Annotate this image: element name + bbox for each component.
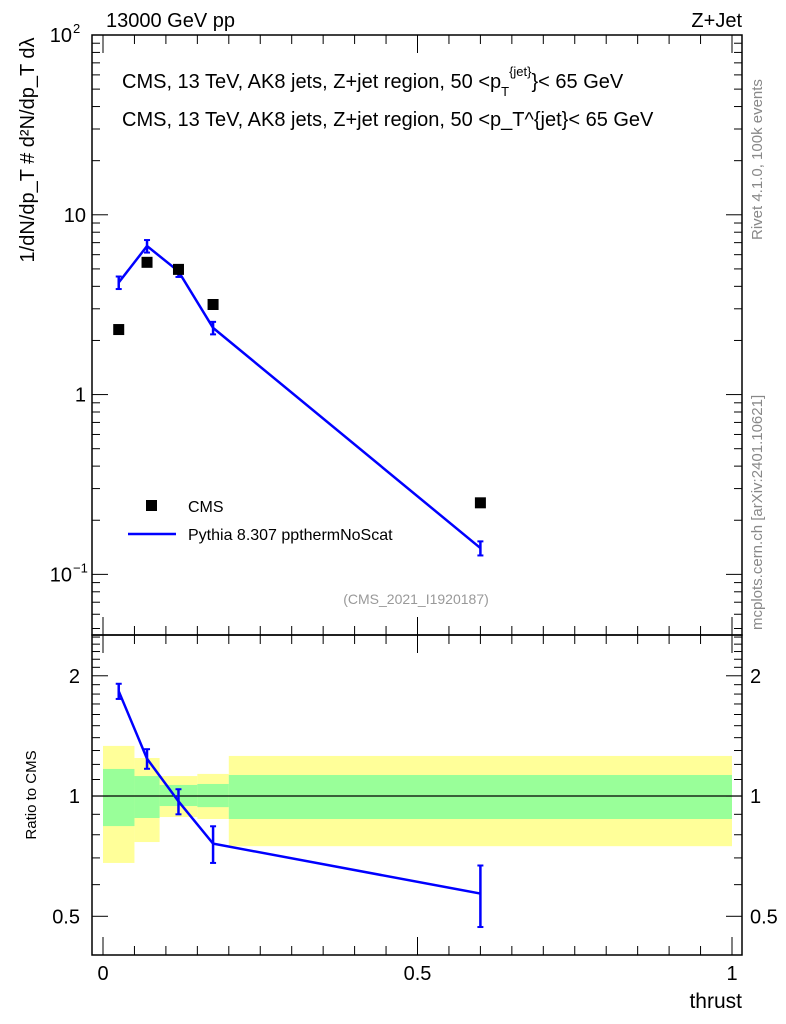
y-tick-label: 10 (50, 564, 72, 586)
band-inner (103, 768, 135, 827)
x-tick-label: 1 (726, 963, 737, 985)
pythia-line (117, 244, 482, 550)
title-tail: }< 65 GeV (532, 71, 624, 93)
ratio-y-tick-label-right: 2 (750, 666, 761, 688)
cms-data-point (474, 497, 486, 509)
y-axis-label-top: 1/dN/dp_T # d²N/dp_T dλ (17, 38, 39, 263)
legend-label-pythia: Pythia 8.307 ppthermNoScat (188, 527, 393, 544)
title-sup: {jet} (509, 64, 532, 79)
title-sub: T (501, 84, 509, 99)
mcplots-label: mcplots.cern.ch [arXiv:2401.10621] (749, 395, 766, 630)
x-tick-label: 0 (97, 963, 108, 985)
ratio-y-tick-label: 2 (69, 666, 80, 688)
legend-marker-cms (146, 500, 157, 511)
cms-data-point (172, 263, 184, 275)
ratio-panel: 0.5 0.5 1 1 2 2 0 0.5 1 (52, 634, 778, 985)
cms-data-point (207, 298, 219, 310)
rivet-label: Rivet 4.1.0, 100k events (749, 79, 766, 240)
analysis-watermark: (CMS_2021_I1920187) (343, 591, 489, 607)
y-tick-label: 1 (75, 385, 86, 407)
band-inner (228, 774, 733, 820)
ratio-y-tick-label-right: 0.5 (750, 906, 778, 928)
cms-data-point (113, 324, 125, 336)
y-tick-label: 10 (50, 25, 72, 47)
chart-title: CMS, 13 TeV, AK8 jets, Z+jet region, 50 … (122, 64, 624, 99)
ratio-y-tick-label: 1 (69, 786, 80, 808)
header-right: Z+Jet (691, 10, 742, 32)
x-axis-label: thrust (689, 990, 742, 1013)
y-tick-label: 10 (64, 205, 86, 227)
y-tick-exponent: −1 (73, 560, 88, 575)
legend-label-cms: CMS (188, 499, 224, 516)
ratio-y-tick-label-right: 1 (750, 786, 761, 808)
y-tick-exponent: 2 (73, 21, 80, 36)
x-tick-label: 0.5 (404, 963, 432, 985)
band-inner (134, 776, 160, 819)
chart-title-full: CMS, 13 TeV, AK8 jets, Z+jet region, 50 … (122, 109, 654, 131)
title-main: CMS, 13 TeV, AK8 jets, Z+jet region, 50 … (122, 71, 501, 93)
y-axis-label-ratio: Ratio to CMS (23, 750, 40, 839)
cms-data-point (141, 256, 153, 268)
header-left: 13000 GeV pp (106, 10, 235, 32)
ratio-y-tick-label: 0.5 (52, 906, 80, 928)
